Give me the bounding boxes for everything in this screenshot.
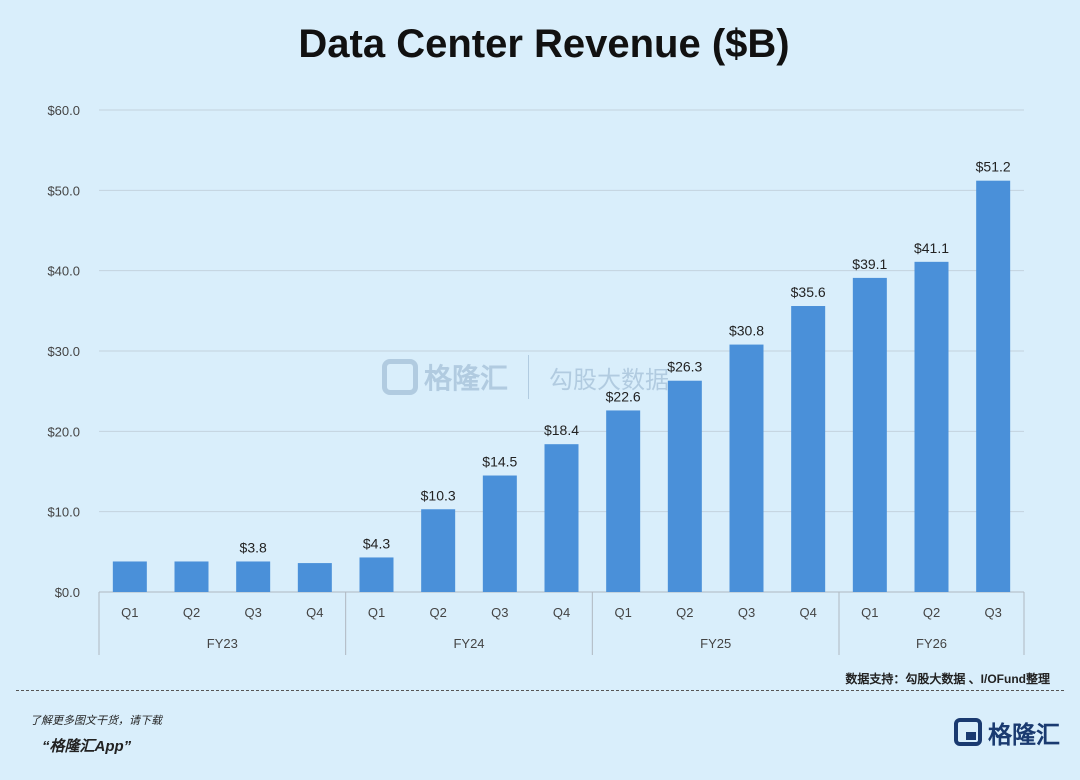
source-note: 数据支持：勾股大数据 、I/OFund整理 xyxy=(845,672,1050,686)
bar xyxy=(544,444,579,592)
data-label: $22.6 xyxy=(606,388,641,404)
y-tick-label: $30.0 xyxy=(47,344,80,359)
category-label: Q1 xyxy=(368,605,385,620)
logo-icon xyxy=(954,718,982,746)
group-label: FY25 xyxy=(700,636,731,651)
category-label: Q4 xyxy=(553,605,570,620)
group-label: FY24 xyxy=(453,636,484,651)
bar xyxy=(976,180,1011,592)
y-tick-label: $20.0 xyxy=(47,424,80,439)
bar xyxy=(112,561,147,592)
bar xyxy=(914,261,949,592)
watermark-brand: 格隆汇 xyxy=(424,363,509,394)
category-label: Q4 xyxy=(306,605,323,620)
y-tick-label: $60.0 xyxy=(47,103,80,118)
data-label: $10.3 xyxy=(421,487,456,503)
bar xyxy=(297,563,332,592)
data-label: $41.1 xyxy=(914,240,949,256)
bar xyxy=(791,306,826,592)
category-label: Q3 xyxy=(491,605,508,620)
bar xyxy=(852,277,887,592)
data-label: $4.3 xyxy=(363,535,390,551)
bar xyxy=(236,561,271,592)
category-label: Q2 xyxy=(676,605,693,620)
chart-title: Data Center Revenue ($B) xyxy=(298,22,790,66)
watermark-tag: 勾股大数据 xyxy=(549,366,670,394)
footer-logo-text: 格隆汇 xyxy=(988,721,1060,749)
data-label: $26.3 xyxy=(667,359,702,375)
data-label: $35.6 xyxy=(791,284,826,300)
data-label: $39.1 xyxy=(852,256,887,272)
y-tick-label: $10.0 xyxy=(47,505,80,520)
y-tick-label: $0.0 xyxy=(55,585,80,600)
bar xyxy=(606,410,641,592)
bar xyxy=(174,561,209,592)
category-label: Q4 xyxy=(799,605,816,620)
group-label: FY26 xyxy=(916,636,947,651)
y-tick-label: $50.0 xyxy=(47,183,80,198)
bar xyxy=(359,557,394,592)
data-label: $14.5 xyxy=(482,454,517,470)
category-label: Q2 xyxy=(183,605,200,620)
promo-text: 了解更多图文干货，请下载 xyxy=(30,715,162,727)
data-label: $3.8 xyxy=(240,539,267,555)
footer-logo: 格隆汇 xyxy=(954,714,1060,750)
bar xyxy=(729,344,764,592)
footer-divider xyxy=(16,690,1064,691)
bar xyxy=(421,509,456,592)
data-label: $30.8 xyxy=(729,323,764,339)
group-label: FY23 xyxy=(207,636,238,651)
category-label: Q3 xyxy=(738,605,755,620)
watermark-separator xyxy=(528,355,530,399)
bar xyxy=(667,380,702,592)
category-label: Q2 xyxy=(429,605,446,620)
y-tick-label: $40.0 xyxy=(47,264,80,279)
category-label: Q1 xyxy=(614,605,631,620)
category-label: Q1 xyxy=(861,605,878,620)
category-label: Q3 xyxy=(984,605,1001,620)
data-label: $51.2 xyxy=(976,159,1011,175)
bar xyxy=(482,475,517,592)
bar-chart: $0.0 $10.0 $20.0 $30.0 $40.0 $50.0 $60.0 Q1 Q2 $3… xyxy=(47,103,1025,655)
watermark-logo-icon xyxy=(382,359,418,395)
category-label: Q3 xyxy=(244,605,261,620)
watermark: 格隆汇 勾股大数据 xyxy=(382,355,669,399)
promo-app-name: “格隆汇App” xyxy=(42,738,132,755)
data-label: $18.4 xyxy=(544,422,579,438)
category-label: Q1 xyxy=(121,605,138,620)
category-label: Q2 xyxy=(923,605,940,620)
